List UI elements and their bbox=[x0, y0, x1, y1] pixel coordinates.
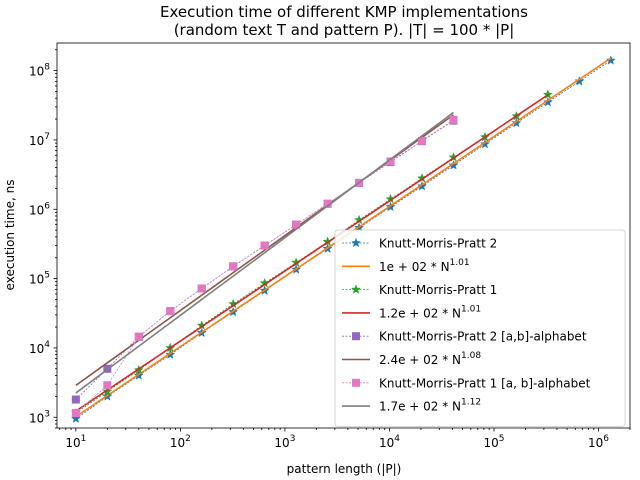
legend-label: Knutt-Morris-Pratt 1 bbox=[379, 283, 497, 297]
x-tick-label: 104 bbox=[379, 434, 400, 450]
y-tick-label: 107 bbox=[29, 132, 50, 148]
legend-label: Knutt-Morris-Pratt 1 [a, b]-alphabet bbox=[379, 376, 591, 390]
series-7-point bbox=[260, 241, 269, 250]
legend-label: Knutt-Morris-Pratt 2 bbox=[379, 237, 497, 251]
plot-area bbox=[70, 55, 616, 424]
series-1-point bbox=[542, 96, 553, 107]
series-1-point bbox=[605, 55, 616, 65]
legend-entry: 1e + 02 * N1.01 bbox=[342, 258, 470, 274]
legend-entry: Knutt-Morris-Pratt 2 [a,b]-alphabet bbox=[342, 330, 587, 344]
series-7-point bbox=[229, 262, 238, 271]
series-1-point bbox=[448, 160, 459, 170]
x-tick-label: 103 bbox=[274, 434, 295, 450]
series-1-point bbox=[479, 138, 490, 149]
series-3-point bbox=[542, 89, 553, 99]
legend-label: 1.7e + 02 * N1.12 bbox=[379, 398, 481, 414]
series-5-point bbox=[71, 395, 80, 404]
x-tick-label: 106 bbox=[588, 434, 609, 450]
series-1-point bbox=[511, 117, 522, 128]
series-7-point bbox=[197, 284, 206, 293]
y-axis-label: execution time, ns bbox=[3, 180, 17, 291]
series-1-point bbox=[574, 76, 585, 86]
legend-marker bbox=[352, 378, 360, 387]
series-7-point bbox=[292, 220, 301, 229]
legend-label: 2.4e + 02 * N1.08 bbox=[379, 351, 481, 367]
y-tick-label: 105 bbox=[29, 271, 50, 287]
x-axis-label: pattern length (|P|) bbox=[287, 462, 402, 476]
legend-label: Knutt-Morris-Pratt 2 [a,b]-alphabet bbox=[379, 330, 587, 344]
series-7-point bbox=[166, 307, 175, 316]
series-7-point bbox=[134, 332, 143, 341]
series-1-point bbox=[416, 180, 428, 191]
x-tick-label: 105 bbox=[483, 434, 504, 450]
chart-title-line-2: (random text T and pattern P). |T| = 100… bbox=[174, 21, 515, 39]
x-tick-label: 101 bbox=[65, 434, 86, 450]
series-3-point bbox=[102, 386, 113, 396]
legend: Knutt-Morris-Pratt 2 1e + 02 * N1.01 Knutt… bbox=[334, 229, 626, 427]
plot-frame bbox=[56, 42, 631, 429]
legend-box bbox=[334, 229, 626, 427]
legend-entry: 1.7e + 02 * N1.12 bbox=[342, 398, 481, 414]
series-1-point bbox=[70, 413, 81, 424]
y-axis-ticks: 103 104 105 106 107 108 bbox=[29, 49, 57, 429]
series-7-point bbox=[418, 136, 427, 145]
y-tick-label: 106 bbox=[29, 201, 50, 217]
legend-marker bbox=[350, 284, 362, 294]
series-7-point bbox=[449, 115, 458, 124]
series-8-fit-line bbox=[75, 111, 454, 394]
legend-marker bbox=[350, 237, 362, 248]
y-tick-label: 104 bbox=[29, 340, 50, 356]
series-7-point bbox=[386, 157, 395, 166]
x-axis-ticks: 101 102 103 104 105 106 bbox=[59, 428, 631, 450]
x-tick-label: 102 bbox=[170, 434, 191, 450]
chart-title-line-1: Execution time of different KMP implemen… bbox=[160, 3, 528, 21]
series-4-fit-line bbox=[75, 94, 549, 412]
series-7-point bbox=[71, 409, 80, 418]
legend-entry: 1.2e + 02 * N1.01 bbox=[342, 304, 481, 320]
y-tick-label: 108 bbox=[29, 63, 50, 79]
y-tick-label: 103 bbox=[29, 409, 50, 425]
series-7-point bbox=[103, 381, 112, 390]
series-7-point bbox=[323, 199, 332, 208]
legend-entry: Knutt-Morris-Pratt 1 [a, b]-alphabet bbox=[342, 376, 591, 390]
legend-label: 1.2e + 02 * N1.01 bbox=[379, 304, 481, 320]
legend-label: 1e + 02 * N1.01 bbox=[379, 258, 470, 274]
legend-entry: Knutt-Morris-Pratt 1 bbox=[342, 283, 497, 297]
legend-entry: Knutt-Morris-Pratt 2 bbox=[342, 237, 497, 251]
legend-entry: 2.4e + 02 * N1.08 bbox=[342, 351, 481, 367]
legend-marker bbox=[352, 332, 360, 341]
